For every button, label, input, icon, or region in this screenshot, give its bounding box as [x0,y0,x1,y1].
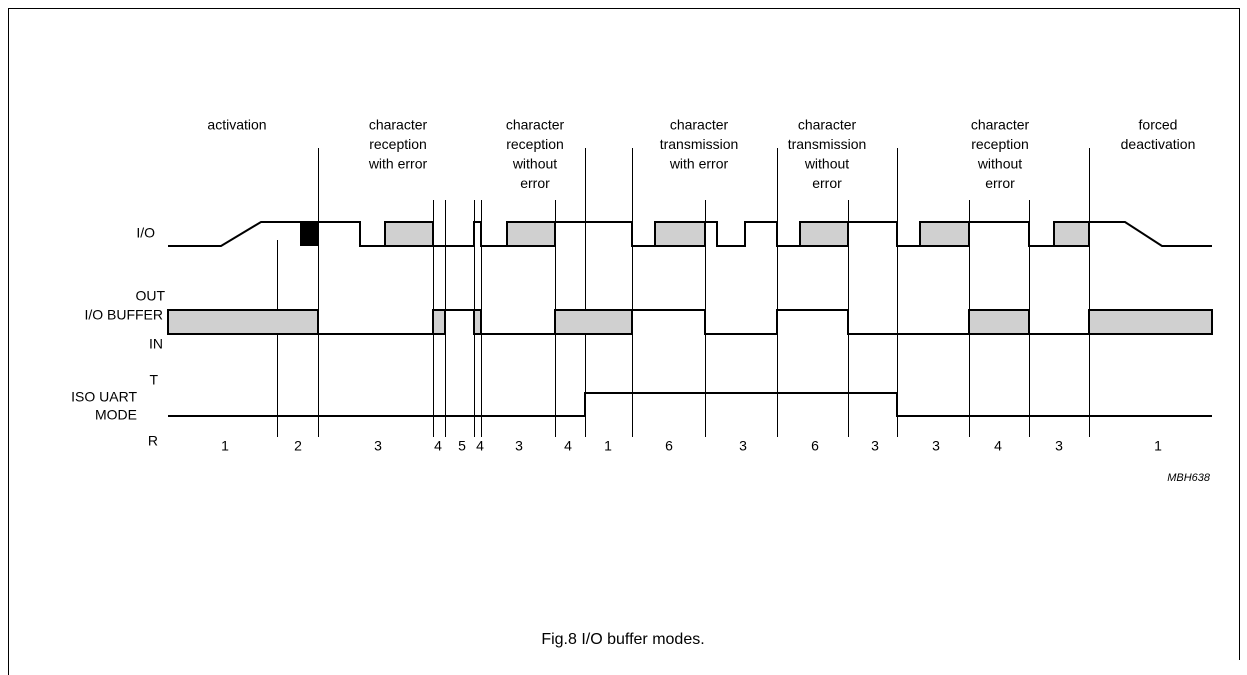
step-number: 4 [564,438,572,454]
step-number: 1 [1154,438,1162,454]
phase-label: reception [506,136,564,152]
io-label: I/O [136,225,155,241]
step-number: 1 [221,438,229,454]
phase-label: reception [369,136,427,152]
buffer-signal [318,309,1089,335]
step-number: 3 [374,438,382,454]
phase-label: deactivation [1121,136,1196,152]
phase-label: with error [669,156,729,172]
step-number: 4 [476,438,484,454]
mode-label: MODE [95,407,137,423]
phase-label: with error [368,156,428,172]
step-number: 4 [434,438,442,454]
io-boxes [384,221,1090,247]
io-error-block [300,222,318,246]
step-number: 3 [932,438,940,454]
step-number: 6 [665,438,673,454]
phase-label: forced [1139,117,1178,133]
step-number: 3 [515,438,523,454]
buffer-boxes [167,309,1213,335]
step-number: 2 [294,438,302,454]
phase-label: without [977,156,1022,172]
caption: Fig.8 I/O buffer modes. [541,631,704,648]
out-label: OUT [135,288,165,304]
step-number: 3 [1055,438,1063,454]
phase-label: without [512,156,557,172]
phase-label: character [798,117,857,133]
step-number: 6 [811,438,819,454]
step-number: 1 [604,438,612,454]
phase-label: character [670,117,729,133]
step-number: 4 [994,438,1002,454]
in-label: IN [149,336,163,352]
phase-label: transmission [788,136,867,152]
t-label: T [149,372,158,388]
phase-label: character [971,117,1030,133]
phase-label: character [506,117,565,133]
phase-label: character [369,117,428,133]
uart-label: ISO UART [71,389,137,405]
phase-label: reception [971,136,1029,152]
phase-label: error [985,175,1015,191]
phase-label: error [520,175,550,191]
frame [8,8,1240,675]
phase-label: without [804,156,849,172]
figure-code: MBH638 [1167,472,1211,484]
uart-signal [168,392,1212,417]
step-number: 3 [871,438,879,454]
phase-label: error [812,175,842,191]
step-number: 5 [458,438,466,454]
buffer-label: I/O BUFFER [84,307,163,323]
step-number: 3 [739,438,747,454]
phase-label: activation [207,117,266,133]
phase-label: transmission [660,136,739,152]
r-label: R [148,433,158,449]
